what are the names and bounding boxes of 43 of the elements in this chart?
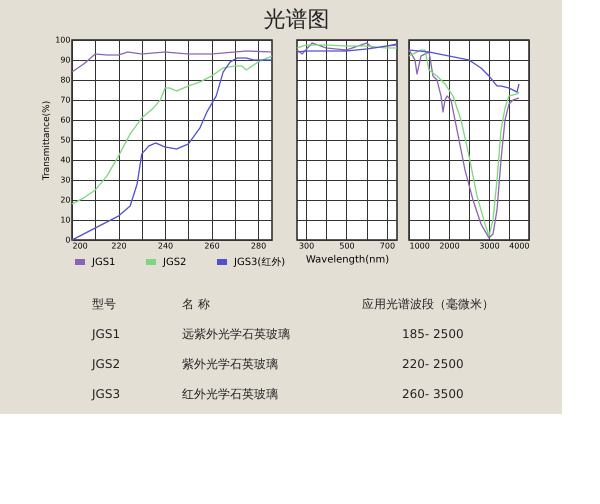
y-tick-label: 50 — [60, 136, 70, 144]
x-tick-label: 1000 — [410, 242, 430, 250]
y-tick-label: 30 — [60, 176, 70, 184]
x-tick-label: 4000 — [509, 242, 530, 250]
text: 紫外光学石英玻璃 — [182, 357, 278, 371]
y-axis-title: Transmittance(%) — [42, 100, 52, 182]
y-tick-label: 60 — [60, 116, 70, 124]
x-axis-title: Wavelength(nm) — [306, 254, 390, 266]
chart-title: 光谱图 — [263, 7, 330, 32]
y-tick-label: 40 — [60, 156, 70, 164]
x-tick-label: 300 — [298, 242, 314, 250]
line-series — [71, 50, 273, 73]
text: 远紫外光学石英玻璃 — [182, 327, 290, 341]
text: 260- 3500 — [402, 387, 464, 401]
y-tick-label: 10 — [60, 216, 70, 224]
x-tick-label: 700 — [380, 242, 396, 250]
text: JGS2 — [91, 357, 120, 371]
y-tick-label: 0 — [65, 236, 70, 244]
text: 185- 2500 — [402, 327, 464, 341]
x-tick-label: 260 — [204, 242, 220, 250]
text: JGS3 — [91, 387, 120, 401]
y-tick-label: 70 — [60, 96, 70, 104]
legend-label: JGS1 — [91, 257, 116, 268]
text: 红外光学石英玻璃 — [182, 387, 278, 401]
x-tick-label: 200 — [72, 242, 88, 250]
y-tick-label: 100 — [55, 36, 70, 44]
line-series — [71, 55, 273, 205]
text: 220- 2500 — [402, 357, 464, 371]
legend-label: JGS2 — [162, 257, 186, 268]
text: 应用光谱波段（毫微米） — [362, 297, 494, 311]
x-tick-label: 280 — [250, 242, 266, 250]
y-tick-label: 90 — [60, 56, 70, 64]
y-tick-label: 20 — [60, 196, 70, 204]
text: JGS1 — [91, 327, 120, 341]
x-tick-label: 500 — [339, 242, 355, 250]
x-tick-label: 220 — [111, 242, 127, 250]
x-tick-label: 3000 — [479, 242, 500, 250]
legend-label: JGS3(红外) — [233, 256, 286, 268]
y-tick-label: 80 — [60, 76, 70, 84]
x-tick-label: 2000 — [439, 242, 460, 250]
text: 名 称 — [182, 297, 210, 311]
text: 型号 — [92, 297, 116, 311]
x-tick-label: 240 — [158, 242, 174, 250]
